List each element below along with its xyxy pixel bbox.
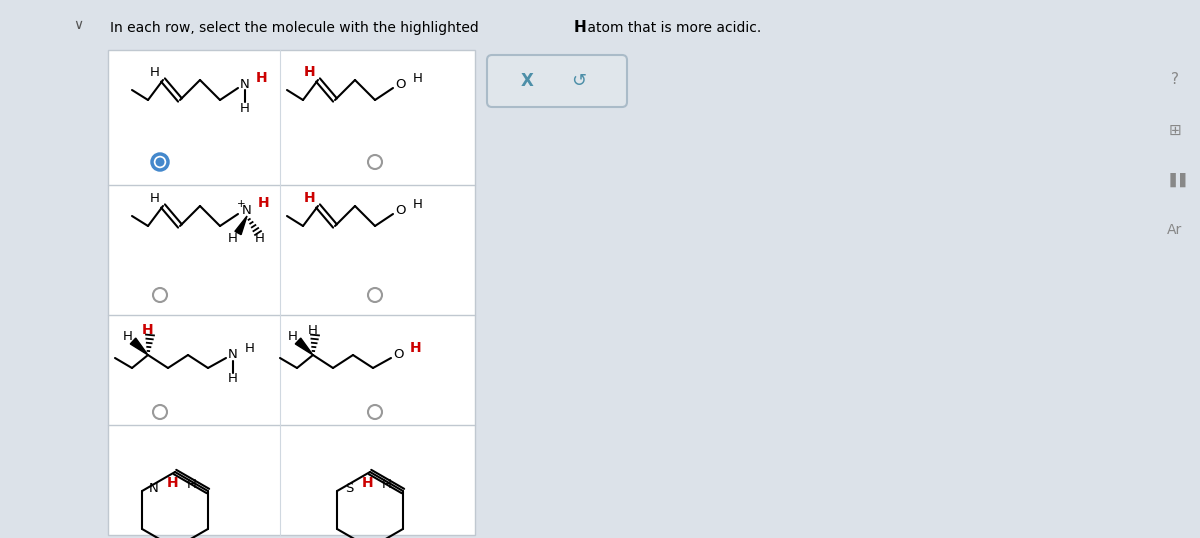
Text: H: H <box>574 20 587 36</box>
Text: atom that is more acidic.: atom that is more acidic. <box>583 21 761 35</box>
Polygon shape <box>235 216 247 235</box>
Text: N: N <box>228 349 238 362</box>
Text: H: H <box>410 341 422 355</box>
Text: +: + <box>236 199 245 209</box>
Text: H: H <box>304 191 316 205</box>
Text: N: N <box>240 79 250 91</box>
Text: H: H <box>187 478 197 492</box>
Text: ↺: ↺ <box>571 72 587 90</box>
Text: O: O <box>395 203 406 216</box>
Text: H: H <box>308 323 318 336</box>
Text: Ar: Ar <box>1168 223 1183 237</box>
Text: H: H <box>240 102 250 115</box>
Text: H: H <box>124 329 133 343</box>
Text: H: H <box>150 192 160 204</box>
Text: H: H <box>228 372 238 386</box>
Text: H: H <box>167 476 178 490</box>
Text: H: H <box>256 71 268 85</box>
Text: H: H <box>304 65 316 79</box>
Text: H: H <box>150 66 160 79</box>
FancyBboxPatch shape <box>487 55 628 107</box>
Text: H: H <box>288 329 298 343</box>
Text: H: H <box>142 323 154 337</box>
Text: N: N <box>242 203 252 216</box>
Circle shape <box>156 158 164 166</box>
Text: H: H <box>228 232 238 245</box>
Text: H: H <box>382 478 392 492</box>
Text: ?: ? <box>1171 73 1178 88</box>
Text: ▐▐: ▐▐ <box>1164 173 1186 187</box>
Polygon shape <box>131 338 148 355</box>
Polygon shape <box>295 338 313 355</box>
Text: O: O <box>392 349 403 362</box>
Text: H: H <box>245 342 254 355</box>
FancyBboxPatch shape <box>108 50 475 535</box>
Text: N: N <box>149 483 158 495</box>
Text: ⊞: ⊞ <box>1169 123 1181 138</box>
Text: H: H <box>256 232 265 245</box>
Text: H: H <box>258 196 270 210</box>
Text: In each row, select the molecule with the highlighted: In each row, select the molecule with th… <box>110 21 484 35</box>
Text: H: H <box>413 197 422 210</box>
Text: H: H <box>361 476 373 490</box>
Text: S: S <box>344 483 353 495</box>
Text: O: O <box>395 77 406 90</box>
Text: H: H <box>305 66 314 79</box>
Text: H: H <box>413 72 422 84</box>
Text: ∨: ∨ <box>73 18 83 32</box>
Text: X: X <box>521 72 534 90</box>
